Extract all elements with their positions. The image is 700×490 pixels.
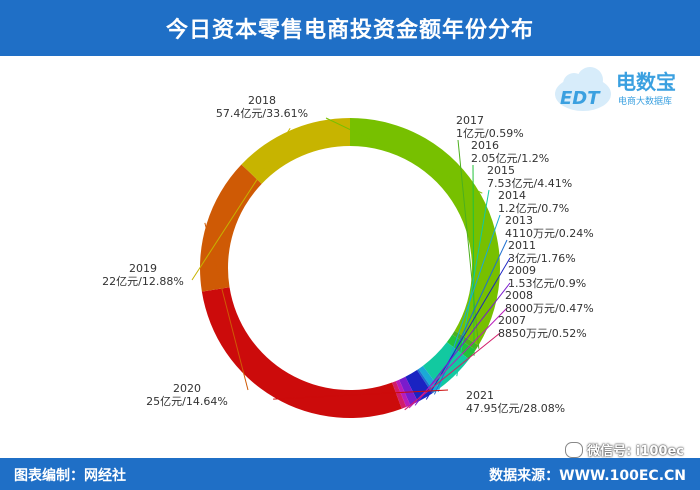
- leader-line-2017: [457, 139, 480, 349]
- slice-2011: [405, 369, 433, 402]
- leader-line-2021: [273, 389, 449, 400]
- label-year-2015: 2015: [487, 164, 515, 177]
- footer-bar: 图表编制：网经社 数据来源：WWW.100EC.CN: [0, 458, 700, 490]
- logo-subtitle: 电商大数据库: [618, 97, 673, 107]
- label-value-2020: 25亿元/14.64%: [146, 395, 228, 408]
- leader-line-2018: [325, 117, 483, 194]
- wechat-icon: [565, 441, 584, 458]
- slice-2016: [446, 334, 476, 360]
- label-year-2020: 2020: [173, 382, 201, 395]
- header-bar: 今日资本零售电商投资金额年份分布: [0, 0, 700, 56]
- label-year-2007: 2007: [498, 314, 526, 327]
- cloud-logo-icon: EDT: [555, 67, 611, 111]
- leader-line-2007: [404, 332, 501, 411]
- label-value-2014: 1.2亿元/0.7%: [498, 202, 569, 215]
- label-value-2017: 1亿元/0.59%: [456, 127, 524, 140]
- logo: EDT 电数宝 电商大数据库: [552, 60, 692, 120]
- footer-source: 数据来源：WWW.100EC.CN: [489, 468, 686, 484]
- label-value-2013: 4110万元/0.24%: [505, 227, 594, 240]
- leader-line-2009: [414, 282, 511, 406]
- label-year-2019: 2019: [129, 262, 157, 275]
- wechat-watermark: 微信号: i100ec: [565, 440, 684, 459]
- slice-2008: [395, 379, 411, 408]
- leader-line-2020: [204, 222, 249, 391]
- logo-brand: 电数宝: [616, 70, 676, 94]
- label-value-2021: 47.95亿元/28.08%: [466, 402, 565, 415]
- label-year-2009: 2009: [508, 264, 536, 277]
- label-value-2009: 1.53亿元/0.9%: [508, 277, 586, 290]
- label-year-2014: 2014: [498, 189, 526, 202]
- logo-mark: EDT: [560, 88, 601, 109]
- label-year-2021: 2021: [466, 389, 494, 402]
- leader-line-2019: [191, 128, 291, 281]
- label-value-2019: 22亿元/12.88%: [102, 275, 184, 288]
- label-year-2018: 2018: [248, 94, 276, 107]
- label-value-2016: 2.05亿元/1.2%: [471, 152, 549, 165]
- label-value-2007: 8850万元/0.52%: [498, 327, 587, 340]
- label-year-2008: 2008: [505, 289, 533, 302]
- slice-2019: [241, 117, 350, 184]
- leader-line-2016: [472, 164, 475, 356]
- page-title: 今日资本零售电商投资金额年份分布: [165, 18, 534, 43]
- slice-2020: [200, 164, 262, 292]
- label-value-2008: 8000万元/0.47%: [505, 302, 594, 315]
- leader-line-2013: [433, 239, 508, 395]
- label-year-2016: 2016: [471, 139, 499, 152]
- slice-2018: [350, 118, 500, 346]
- label-value-2018: 57.4亿元/33.61%: [216, 107, 308, 120]
- footer-credit: 图表编制：网经社: [14, 468, 126, 484]
- wechat-id: 微信号: i100ec: [587, 444, 684, 459]
- slice-2007: [392, 381, 407, 409]
- slice-2009: [399, 376, 419, 406]
- label-year-2013: 2013: [505, 214, 533, 227]
- label-value-2015: 7.53亿元/4.41%: [487, 177, 572, 190]
- slice-2021: [201, 287, 402, 418]
- label-year-2017: 2017: [456, 114, 484, 127]
- label-value-2011: 3亿元/1.76%: [508, 252, 576, 265]
- label-year-2011: 2011: [508, 239, 536, 252]
